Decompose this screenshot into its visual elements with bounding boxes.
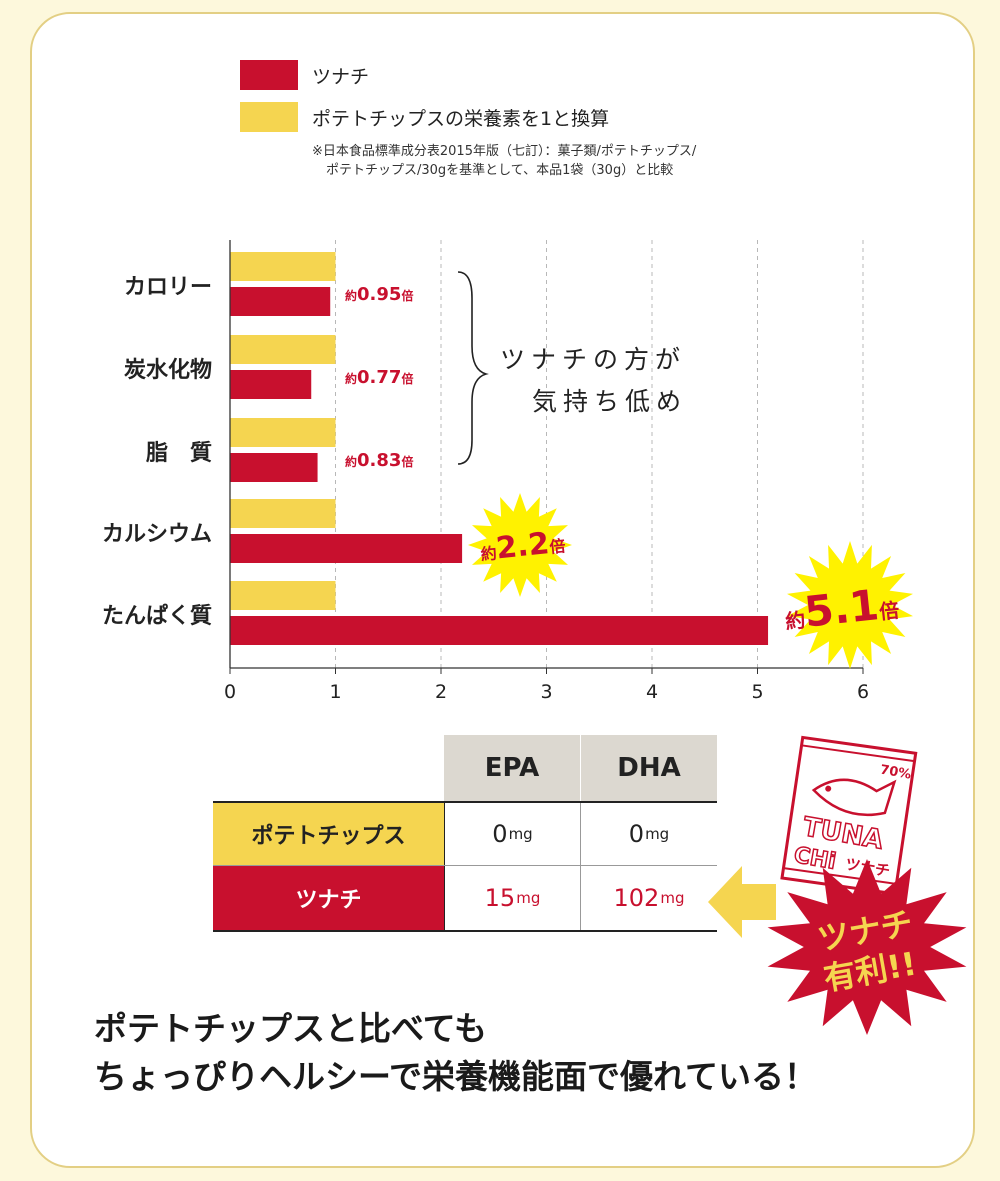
- table-cell-chips-dha: 0 mg: [580, 803, 717, 865]
- x-tick-label: 5: [751, 681, 763, 703]
- table-header-epa: EPA: [444, 735, 580, 801]
- legend-swatch-tunachi: [240, 60, 298, 90]
- bar-chips: [230, 499, 336, 528]
- curly-brace: [457, 271, 489, 465]
- value-label-calcium: 約2.2倍: [479, 524, 567, 568]
- table-row-label-tunachi: ツナチ: [213, 866, 444, 930]
- chips-epa-unit: mg: [508, 825, 533, 843]
- burst-5-1: [787, 541, 913, 669]
- table-mid-rule: [213, 865, 717, 866]
- advantage-badge: ツナチ 有利!!: [767, 859, 967, 1035]
- x-tick-label: 4: [646, 681, 658, 703]
- bar-tunachi: [230, 453, 318, 482]
- bar-tunachi: [230, 370, 312, 399]
- category-label: カルシウム: [102, 522, 212, 547]
- chips-epa-value: 0: [492, 820, 508, 848]
- category-label: たんぱく質: [102, 603, 212, 629]
- bar-tunachi: [230, 534, 463, 563]
- bar-chips: [230, 418, 336, 447]
- x-tick-label: 6: [857, 681, 869, 703]
- x-tick-label: 1: [329, 681, 341, 703]
- legend-label-tunachi: ツナチ: [312, 66, 370, 88]
- x-tick-label: 3: [540, 681, 552, 703]
- tunachi-dha-unit: mg: [660, 889, 685, 907]
- value-label: 約0.95倍: [345, 284, 413, 305]
- x-tick-label: 0: [224, 681, 236, 703]
- source-note: ※日本食品標準成分表2015年版（七訂）：菓子類/ポテトチップス/ ポテトチップ…: [312, 142, 696, 180]
- table-row-label-tunachi-text: ツナチ: [295, 888, 362, 913]
- x-tick-label: 2: [435, 681, 447, 703]
- tunachi-epa-value: 15: [484, 884, 516, 912]
- table-header-epa-text: EPA: [484, 753, 540, 783]
- tunachi-epa-unit: mg: [516, 889, 541, 907]
- category-label: 脂 質: [146, 440, 212, 466]
- annotation-line1: ツナチの方が: [500, 345, 686, 374]
- bar-chips: [230, 252, 336, 281]
- tunachi-bag-illustration: 70% TUNA CHi ツナチ: [780, 735, 918, 895]
- chips-dha-value: 0: [628, 820, 645, 848]
- value-label: 約0.77倍: [345, 367, 413, 388]
- left-arrow-icon: [708, 866, 776, 938]
- source-note-line1: ※日本食品標準成分表2015年版（七訂）：菓子類/ポテトチップス/: [312, 144, 697, 159]
- bar-chips: [230, 335, 336, 364]
- table-cell-chips-epa: 0 mg: [444, 803, 580, 865]
- table-bottom-rule: [213, 930, 717, 932]
- table-cell-tunachi-dha: 102 mg: [580, 866, 717, 930]
- value-label: 約0.83倍: [345, 450, 413, 471]
- tunachi-dha-value: 102: [613, 884, 660, 912]
- bag-text-percent: 70%: [879, 763, 912, 783]
- table-cell-tunachi-epa: 15 mg: [444, 866, 580, 930]
- table-row-label-chips-text: ポテトチップス: [251, 824, 406, 849]
- category-label: 炭水化物: [124, 357, 212, 383]
- chips-dha-unit: mg: [645, 825, 670, 843]
- legend-label-chips: ポテトチップスの栄養素を1と換算: [312, 108, 610, 130]
- bar-chips: [230, 581, 336, 610]
- table-row-label-chips: ポテトチップス: [213, 803, 444, 865]
- burst-2-2: [468, 493, 572, 597]
- annotation-line2: 気持ち低め: [532, 387, 687, 416]
- headline-line1: ポテトチップスと比べても: [94, 1009, 488, 1048]
- source-note-line2: ポテトチップス/30gを基準として、本品1袋（30g）と比較: [326, 163, 674, 178]
- table-header-dha: DHA: [580, 735, 717, 801]
- bar-tunachi: [230, 287, 331, 316]
- legend-swatch-chips: [240, 102, 298, 132]
- value-label-protein: 約5.1倍: [782, 578, 901, 639]
- table-header-dha-text: DHA: [617, 753, 681, 783]
- table-top-rule: [213, 801, 717, 803]
- headline: ポテトチップスと比べても ちょっぴりヘルシーで栄養機能面で優れている！: [94, 1005, 817, 1101]
- category-label: カロリー: [124, 275, 212, 300]
- bar-tunachi: [230, 616, 769, 645]
- headline-line2: ちょっぴりヘルシーで栄養機能面で優れている！: [94, 1057, 818, 1096]
